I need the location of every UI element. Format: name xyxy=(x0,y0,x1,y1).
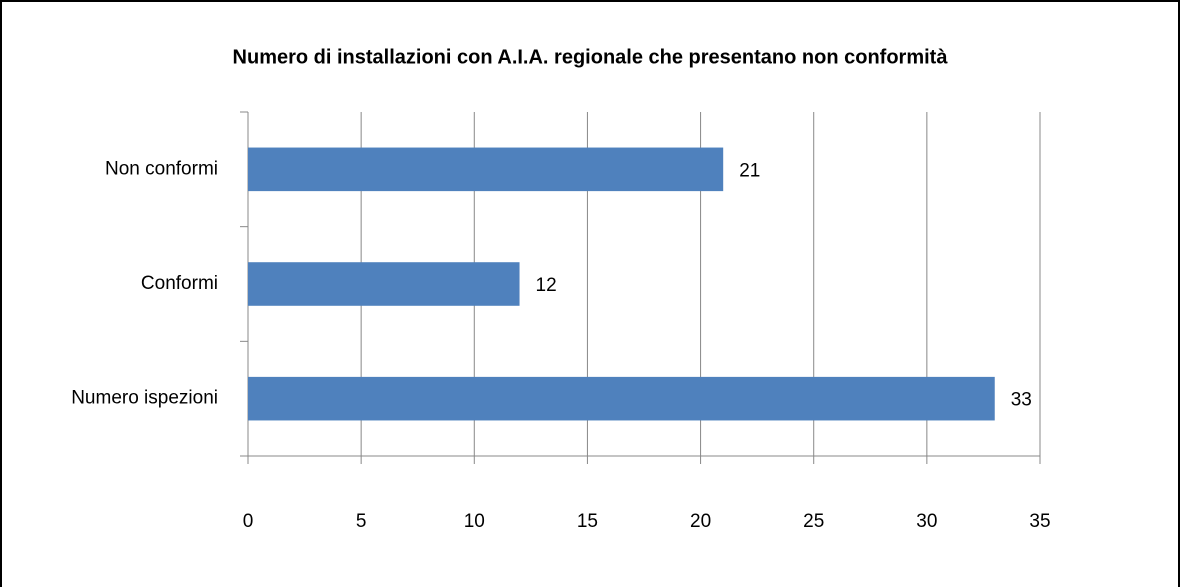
y-tick-label: Non conformi xyxy=(105,158,218,179)
chart-title: Numero di installazioni con A.I.A. regio… xyxy=(233,46,949,68)
x-tick-label: 0 xyxy=(243,511,254,532)
bar xyxy=(248,262,520,306)
bar xyxy=(248,376,995,421)
y-tick-label: Numero ispezioni xyxy=(71,388,218,409)
value-label: 21 xyxy=(739,160,760,181)
y-tick-label: Conformi xyxy=(141,273,218,294)
x-tick-label: 20 xyxy=(690,511,711,532)
x-tick-label: 25 xyxy=(803,511,824,532)
x-tick-label: 10 xyxy=(464,511,485,532)
x-tick-label: 5 xyxy=(356,511,367,532)
value-label: 12 xyxy=(536,275,557,296)
bar xyxy=(248,147,724,192)
x-tick-label: 30 xyxy=(916,511,937,532)
x-tick-label: 35 xyxy=(1029,511,1050,532)
value-label: 33 xyxy=(1011,390,1032,411)
x-tick-label: 15 xyxy=(577,511,598,532)
